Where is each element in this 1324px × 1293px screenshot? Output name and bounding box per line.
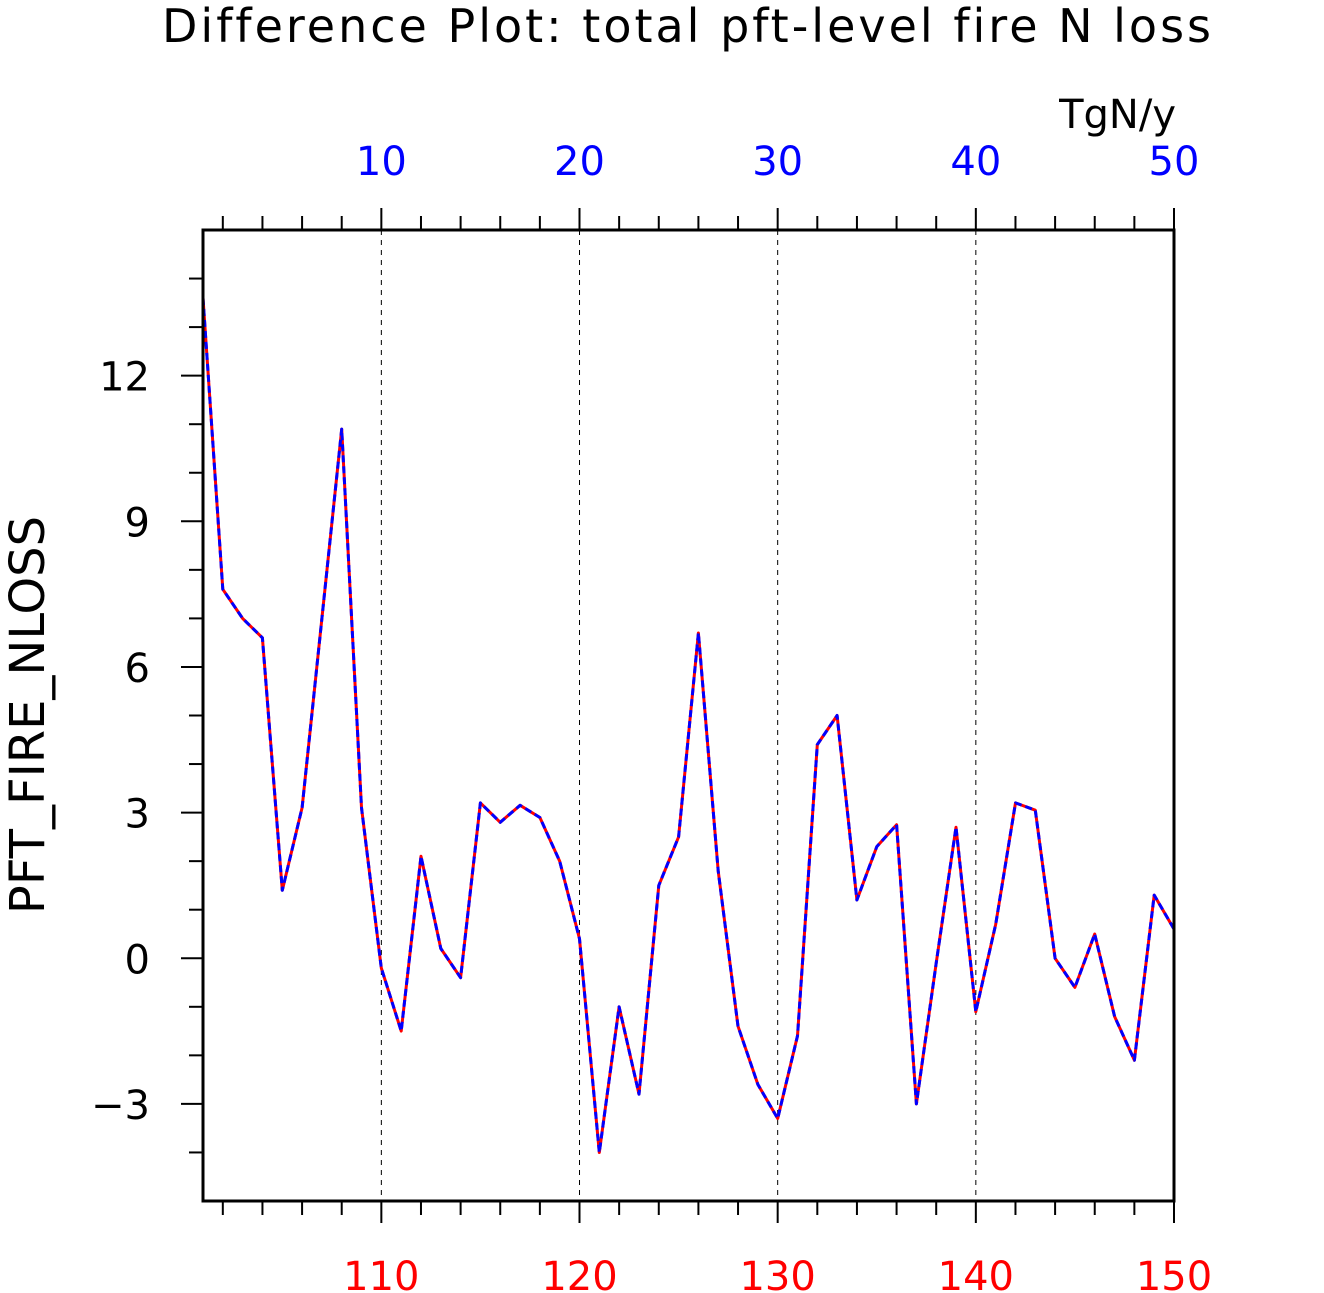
plot-frame <box>201 228 1176 1203</box>
y-tick-label: 3 <box>125 792 150 838</box>
series-line-blue-dashed <box>201 297 1176 1154</box>
axis-ticks <box>181 208 1175 1223</box>
bottom-tick-label: 120 <box>541 1254 617 1293</box>
bottom-tick-label: 140 <box>938 1254 1014 1293</box>
y-tick-label: 6 <box>125 646 150 692</box>
top-tick-label: 10 <box>356 139 407 185</box>
y-tick-label: 9 <box>125 500 150 546</box>
top-tick-label: 40 <box>950 139 1001 185</box>
vertical-gridlines <box>380 230 977 1201</box>
bottom-tick-label: 130 <box>739 1254 815 1293</box>
bottom-tick-label: 150 <box>1136 1254 1212 1293</box>
y-axis-label: PFT_FIRE_NLOSS <box>0 516 56 914</box>
y-tick-label: −3 <box>91 1083 150 1129</box>
tick-labels: 10 20 30 40 50 110 120 130 140 150 −3 0 3 6 9 12 <box>91 139 1212 1293</box>
top-tick-label: 30 <box>752 139 803 185</box>
bottom-tick-label: 110 <box>343 1254 419 1293</box>
chart-title: Difference Plot: total pft-level fire N … <box>162 0 1214 53</box>
series-lines <box>201 297 1176 1154</box>
top-tick-label: 50 <box>1149 139 1200 185</box>
y-tick-label: 12 <box>99 355 150 401</box>
y-tick-label: 0 <box>125 937 150 983</box>
units-label: TgN/y <box>1058 92 1176 138</box>
top-tick-label: 20 <box>554 139 605 185</box>
